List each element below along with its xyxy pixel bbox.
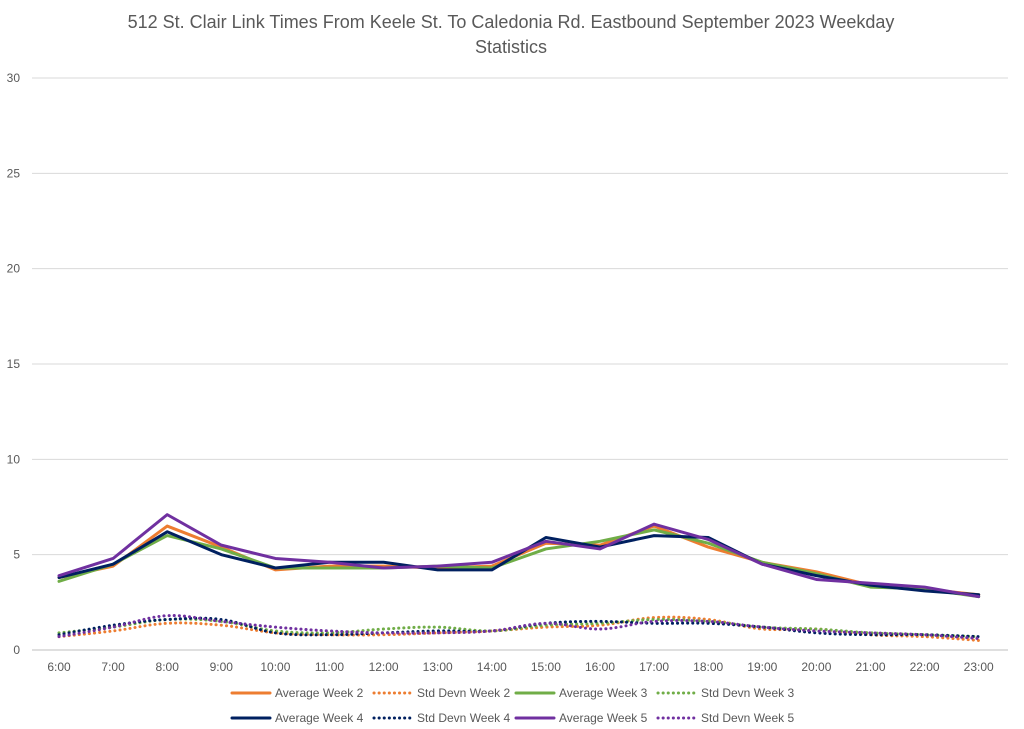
chart-title-line: Statistics [475, 37, 547, 57]
legend-item-average-week-4: Average Week 4 [230, 711, 364, 725]
gridlines [32, 77, 1008, 651]
x-axis-ticks: 6:00 7:00 8:00 9:00 10:00 11:00 12:00 13:00 14:0… [47, 660, 994, 674]
legend-label: Std Devn Week 2 [417, 686, 510, 700]
x-tick-label: 11:00 [315, 660, 344, 674]
x-tick-label: 20:00 [801, 660, 831, 674]
legend-label: Average Week 3 [559, 686, 648, 700]
x-tick-label: 10:00 [260, 660, 290, 674]
x-tick-label: 23:00 [964, 660, 994, 674]
series-line-average-week-2 [57, 524, 981, 597]
y-tick-label: 0 [13, 643, 20, 657]
legend-label: Average Week 4 [275, 711, 364, 725]
legend-item-std-devn-week-3: Std Devn Week 3 [656, 686, 794, 700]
legend-item-average-week-3: Average Week 3 [514, 686, 648, 700]
legend-item-std-devn-week-5: Std Devn Week 5 [656, 711, 794, 725]
x-tick-label: 14:00 [477, 660, 507, 674]
y-tick-label: 20 [7, 262, 21, 276]
series-line-std-devn-week-2 [57, 615, 981, 642]
x-tick-label: 15:00 [531, 660, 561, 674]
legend-label: Std Devn Week 3 [701, 686, 794, 700]
legend-label: Average Week 5 [559, 711, 648, 725]
legend: Average Week 2 Std Devn Week 2 Average Wee… [230, 686, 794, 725]
legend-item-average-week-5: Average Week 5 [514, 711, 648, 725]
x-tick-label: 22:00 [910, 660, 940, 674]
legend-label: Average Week 2 [275, 686, 364, 700]
series-lines [57, 513, 981, 642]
chart-title: 512 St. Clair Link Times From Keele St. … [128, 12, 895, 57]
x-tick-label: 8:00 [156, 660, 180, 674]
x-tick-label: 13:00 [423, 660, 453, 674]
x-tick-label: 6:00 [47, 660, 71, 674]
x-tick-label: 7:00 [101, 660, 125, 674]
series-line-average-week-5 [57, 513, 981, 599]
series-line-std-devn-week-3 [57, 617, 981, 639]
legend-item-average-week-2: Average Week 2 [230, 686, 364, 700]
legend-item-std-devn-week-4: Std Devn Week 4 [372, 711, 510, 725]
y-axis-ticks: 0 5 10 15 20 25 30 [7, 71, 21, 657]
legend-label: Std Devn Week 4 [417, 711, 510, 725]
chart-title-line: 512 St. Clair Link Times From Keele St. … [128, 12, 895, 32]
x-tick-label: 17:00 [639, 660, 669, 674]
x-tick-label: 21:00 [855, 660, 885, 674]
series-line-average-week-3 [57, 528, 981, 599]
y-tick-label: 30 [7, 71, 21, 85]
y-tick-label: 5 [13, 548, 20, 562]
series-line-average-week-4 [57, 530, 981, 597]
legend-label: Std Devn Week 5 [701, 711, 794, 725]
series-line-std-devn-week-5 [57, 614, 981, 641]
x-tick-label: 18:00 [693, 660, 723, 674]
x-tick-label: 9:00 [210, 660, 234, 674]
x-tick-label: 16:00 [585, 660, 615, 674]
y-tick-label: 25 [7, 166, 21, 180]
y-tick-label: 10 [7, 452, 21, 466]
y-tick-label: 15 [7, 357, 21, 371]
legend-item-std-devn-week-2: Std Devn Week 2 [372, 686, 510, 700]
x-tick-label: 12:00 [369, 660, 399, 674]
x-tick-label: 19:00 [747, 660, 777, 674]
